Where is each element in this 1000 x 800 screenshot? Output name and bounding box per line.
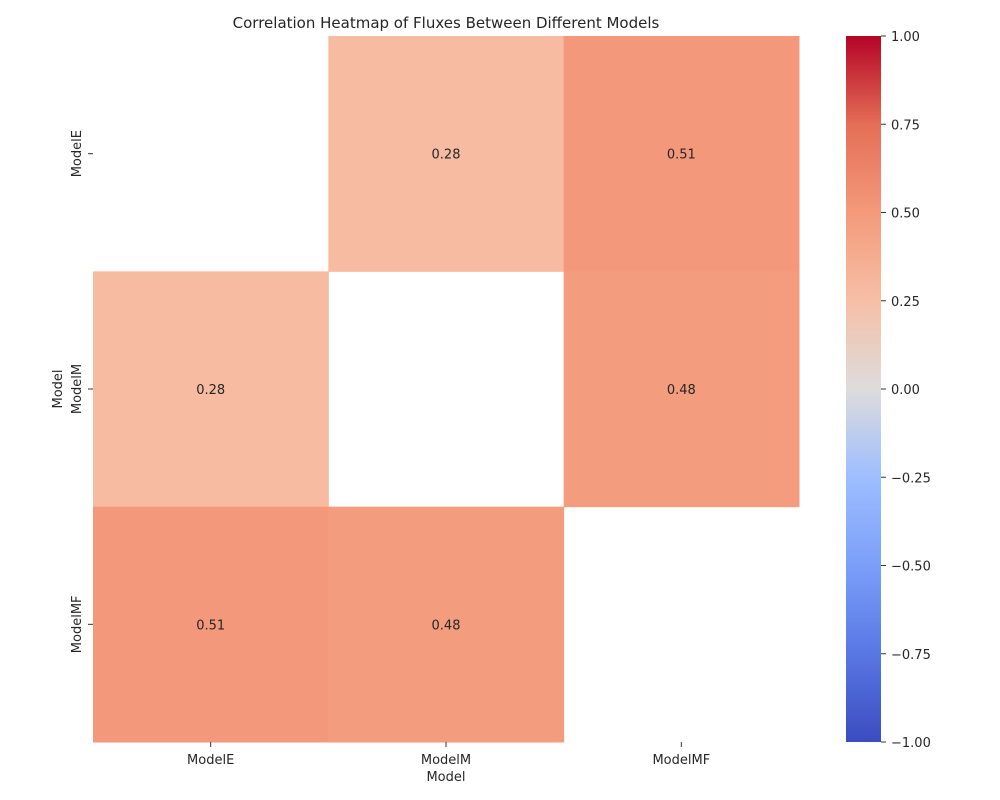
- heatmap-cell: [93, 506, 329, 743]
- y-tick-label: ModelMF: [70, 595, 85, 653]
- y-tick-label: ModelM: [70, 364, 85, 414]
- colorbar-tick-label: 0.75: [891, 118, 920, 133]
- x-tick-label: ModelE: [187, 753, 234, 768]
- colorbar-tick-label: 0.50: [891, 207, 920, 222]
- y-axis-label: Model: [51, 369, 66, 408]
- cell-value-label: 0.28: [432, 148, 461, 163]
- colorbar-tick-label: −1.00: [891, 736, 931, 751]
- cell-value-label: 0.51: [196, 618, 225, 633]
- x-tick-label: ModelM: [421, 753, 471, 768]
- cell-value-label: 0.51: [667, 148, 696, 163]
- colorbar-tick-label: −0.75: [891, 648, 931, 663]
- heatmap-cell: [563, 36, 800, 272]
- heatmap-cell: [93, 271, 329, 508]
- heatmap-cell: [563, 271, 800, 508]
- colorbar-tick-label: 0.00: [891, 383, 920, 398]
- cell-value-label: 0.48: [432, 618, 461, 633]
- colorbar-tick-label: −0.50: [891, 560, 931, 575]
- x-axis-ticks: ModelE ModelM ModelMF: [187, 742, 710, 768]
- colorbar: [846, 36, 881, 742]
- x-axis-label: Model: [426, 770, 465, 785]
- heatmap-cells: 0.28 0.51 0.28 0.48 0.51 0.48: [93, 36, 800, 743]
- cell-value-label: 0.48: [667, 383, 696, 398]
- heatmap-cell: [328, 36, 565, 272]
- heatmap-cell: [328, 506, 565, 743]
- colorbar-tick-label: −0.25: [891, 471, 931, 486]
- colorbar-ticks: 1.00 0.75 0.50 0.25 0.00 −0.25 −0.50 −0.75 −1.00: [881, 30, 931, 751]
- y-axis-ticks: ModelE ModelM ModelMF: [70, 130, 93, 653]
- colorbar-tick-label: 1.00: [891, 30, 920, 45]
- y-tick-label: ModelE: [70, 130, 85, 177]
- x-tick-label: ModelMF: [652, 753, 710, 768]
- chart-title: Correlation Heatmap of Fluxes Between Di…: [233, 14, 660, 32]
- colorbar-tick-label: 0.25: [891, 295, 920, 310]
- cell-value-label: 0.28: [196, 383, 225, 398]
